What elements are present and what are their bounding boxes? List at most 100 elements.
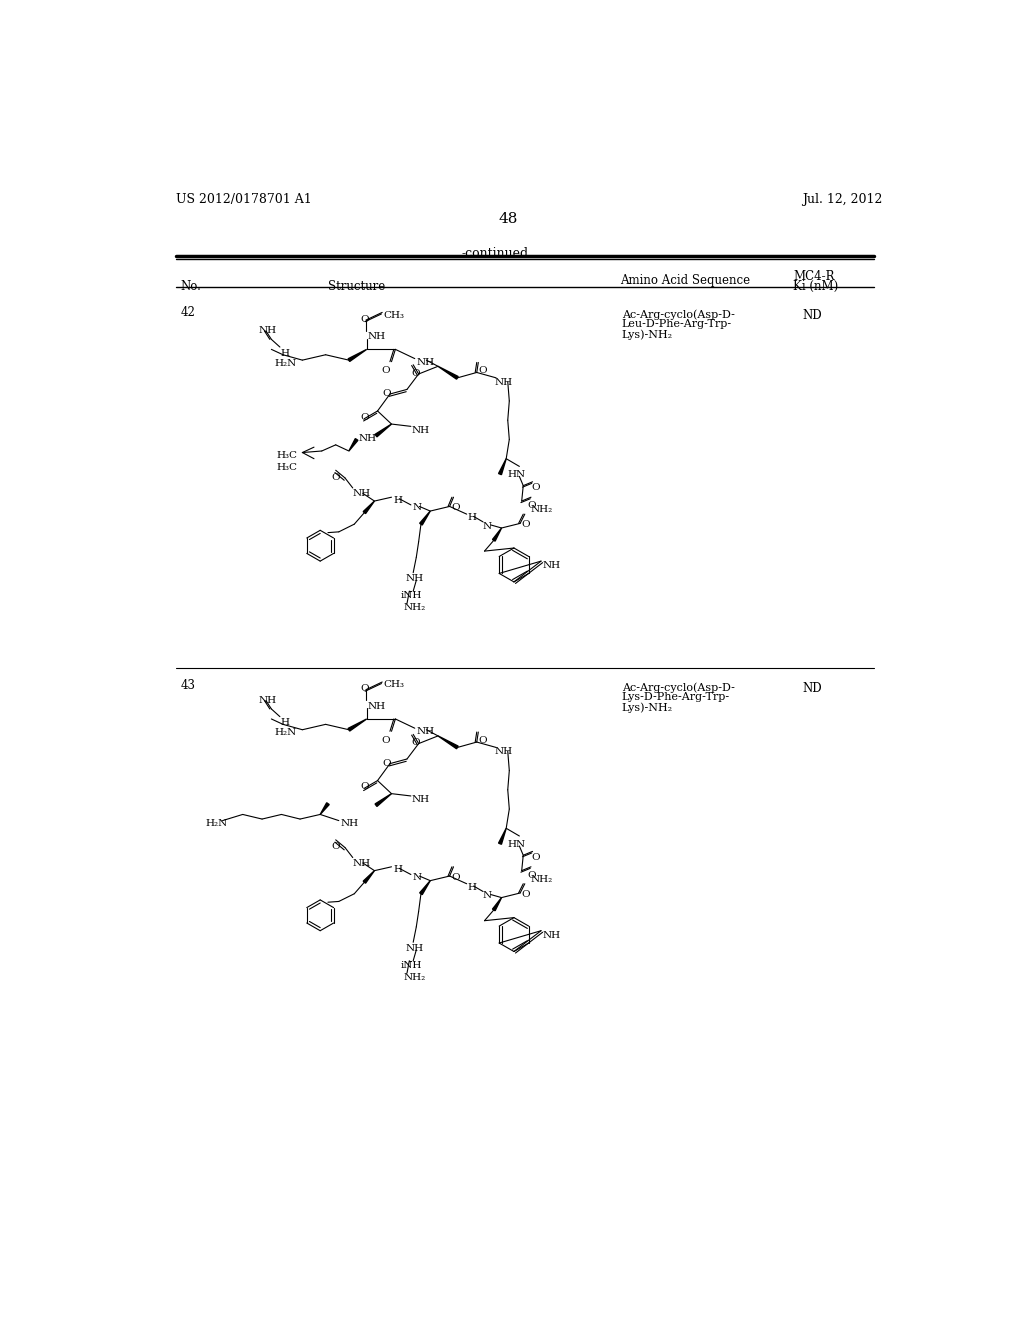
- Text: Structure: Structure: [328, 280, 385, 293]
- Text: H: H: [393, 496, 402, 504]
- Text: O: O: [382, 389, 391, 399]
- Text: NH: NH: [406, 944, 424, 953]
- Text: NH₂: NH₂: [403, 603, 425, 612]
- Text: O: O: [360, 314, 369, 323]
- Text: NH: NH: [412, 795, 430, 804]
- Polygon shape: [375, 424, 391, 437]
- Text: NH: NH: [368, 333, 386, 342]
- Text: NH: NH: [417, 358, 434, 367]
- Text: H: H: [467, 883, 476, 892]
- Text: Lys)-NH₂: Lys)-NH₂: [622, 702, 673, 713]
- Text: Leu-D-Phe-Arg-Trp-: Leu-D-Phe-Arg-Trp-: [622, 319, 732, 329]
- Text: NH: NH: [495, 378, 513, 387]
- Text: O: O: [521, 890, 530, 899]
- Text: 43: 43: [180, 678, 196, 692]
- Text: O: O: [452, 503, 460, 512]
- Text: ND: ND: [802, 309, 822, 322]
- Text: NH: NH: [340, 818, 358, 828]
- Text: O: O: [411, 368, 420, 378]
- Text: Ac-Arg-cyclo(Asp-D-: Ac-Arg-cyclo(Asp-D-: [622, 309, 734, 319]
- Text: O: O: [360, 684, 369, 693]
- Text: O: O: [331, 473, 340, 482]
- Text: NH: NH: [417, 727, 434, 737]
- Text: NH: NH: [258, 696, 276, 705]
- Polygon shape: [321, 803, 329, 814]
- Polygon shape: [438, 737, 458, 748]
- Text: O: O: [531, 853, 540, 862]
- Text: Jul. 12, 2012: Jul. 12, 2012: [802, 193, 883, 206]
- Text: H₂N: H₂N: [274, 729, 297, 737]
- Text: 48: 48: [498, 213, 517, 226]
- Text: No.: No.: [180, 280, 202, 293]
- Polygon shape: [493, 528, 502, 541]
- Polygon shape: [499, 829, 506, 845]
- Text: N: N: [413, 503, 422, 512]
- Polygon shape: [348, 350, 367, 362]
- Text: US 2012/0178701 A1: US 2012/0178701 A1: [176, 193, 311, 206]
- Text: O: O: [531, 483, 540, 492]
- Text: O: O: [478, 737, 487, 744]
- Polygon shape: [438, 367, 458, 379]
- Polygon shape: [420, 511, 430, 525]
- Text: H: H: [467, 513, 476, 523]
- Text: O: O: [521, 520, 530, 529]
- Text: NH: NH: [543, 561, 561, 570]
- Polygon shape: [375, 793, 391, 807]
- Text: iNH: iNH: [400, 961, 422, 970]
- Polygon shape: [364, 871, 375, 883]
- Text: NH₂: NH₂: [531, 875, 553, 883]
- Text: O: O: [411, 738, 420, 747]
- Text: ND: ND: [802, 682, 822, 696]
- Text: CH₃: CH₃: [384, 312, 404, 319]
- Text: NH: NH: [368, 702, 386, 711]
- Polygon shape: [499, 459, 506, 475]
- Text: N: N: [483, 521, 493, 531]
- Text: NH: NH: [412, 425, 430, 434]
- Text: N: N: [483, 891, 493, 900]
- Text: H: H: [281, 718, 290, 727]
- Text: O: O: [381, 737, 390, 744]
- Text: N: N: [413, 873, 422, 882]
- Text: 42: 42: [180, 306, 196, 319]
- Text: iNH: iNH: [400, 591, 422, 601]
- Polygon shape: [493, 898, 502, 911]
- Text: O: O: [527, 871, 536, 879]
- Text: NH: NH: [352, 859, 371, 869]
- Text: H₂N: H₂N: [274, 359, 297, 367]
- Text: NH: NH: [495, 747, 513, 756]
- Text: O: O: [478, 367, 487, 375]
- Text: MC4-R: MC4-R: [793, 271, 835, 282]
- Text: H₃C: H₃C: [276, 451, 298, 459]
- Text: H: H: [393, 866, 402, 874]
- Polygon shape: [348, 719, 367, 731]
- Text: Lys-D-Phe-Arg-Trp-: Lys-D-Phe-Arg-Trp-: [622, 692, 730, 702]
- Text: Ki (nM): Ki (nM): [793, 280, 839, 293]
- Text: -continued: -continued: [461, 247, 528, 260]
- Text: CH₃: CH₃: [384, 681, 404, 689]
- Polygon shape: [364, 502, 375, 513]
- Text: O: O: [381, 367, 390, 375]
- Text: NH: NH: [358, 434, 376, 444]
- Text: O: O: [452, 873, 460, 882]
- Text: O: O: [360, 412, 369, 421]
- Text: Ac-Arg-cyclo(Asp-D-: Ac-Arg-cyclo(Asp-D-: [622, 682, 734, 693]
- Text: Amino Acid Sequence: Amino Acid Sequence: [621, 275, 751, 286]
- Text: HN: HN: [508, 470, 526, 479]
- Text: H₃C: H₃C: [276, 462, 298, 471]
- Text: O: O: [382, 759, 391, 768]
- Text: NH₂: NH₂: [531, 506, 553, 513]
- Text: H₂N: H₂N: [206, 818, 227, 828]
- Polygon shape: [349, 438, 358, 451]
- Text: H: H: [281, 348, 290, 358]
- Text: O: O: [331, 842, 340, 851]
- Text: O: O: [527, 502, 536, 510]
- Text: NH: NH: [258, 326, 276, 335]
- Text: HN: HN: [508, 840, 526, 849]
- Text: NH: NH: [352, 490, 371, 499]
- Text: Lys)-NH₂: Lys)-NH₂: [622, 330, 673, 341]
- Text: O: O: [360, 781, 369, 791]
- Text: NH₂: NH₂: [403, 973, 425, 982]
- Polygon shape: [420, 880, 430, 895]
- Text: NH: NH: [406, 574, 424, 583]
- Text: NH: NH: [543, 931, 561, 940]
